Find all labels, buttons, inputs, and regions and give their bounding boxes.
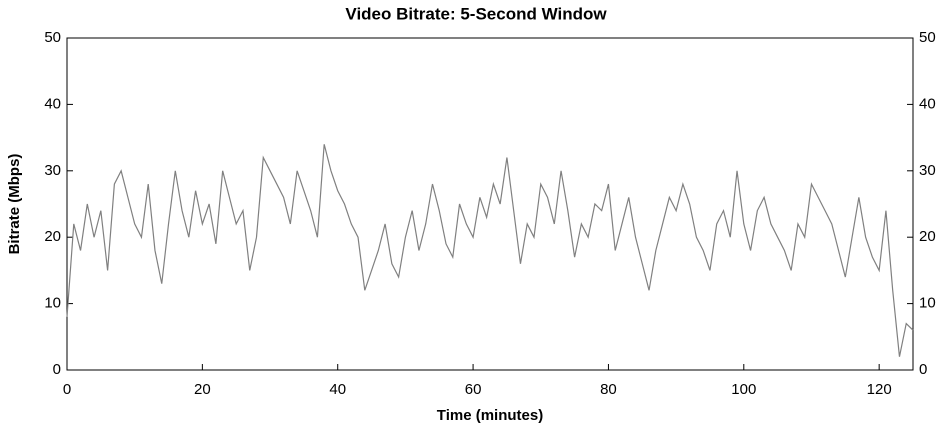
y-tick-label: 30 [44,162,61,179]
y-tick-label-right: 10 [919,295,936,312]
y-tick-label: 20 [44,228,61,245]
y-tick-label-right: 50 [919,29,936,46]
y-tick-label-right: 0 [919,361,927,378]
chart-title: Video Bitrate: 5-Second Window [345,4,607,23]
y-axis-title: Bitrate (Mbps) [6,154,23,255]
plot-frame [66,37,914,371]
x-tick-label: 120 [867,381,892,398]
y-tick-label: 50 [44,29,61,46]
x-tick-label: 20 [194,381,211,398]
y-tick-label: 40 [44,95,61,112]
y-tick-label-right: 20 [919,228,936,245]
x-tick-label: 80 [600,381,617,398]
y-tick-label-right: 30 [919,162,936,179]
x-tick-label: 100 [731,381,756,398]
y-tick-label-right: 40 [919,95,936,112]
x-axis-title: Time (minutes) [437,407,543,424]
x-tick-label: 60 [465,381,482,398]
y-tick-label: 10 [44,295,61,312]
x-tick-label: 40 [329,381,346,398]
data-line [66,144,914,357]
x-tick-label: 0 [63,381,71,398]
y-tick-label: 0 [53,361,61,378]
